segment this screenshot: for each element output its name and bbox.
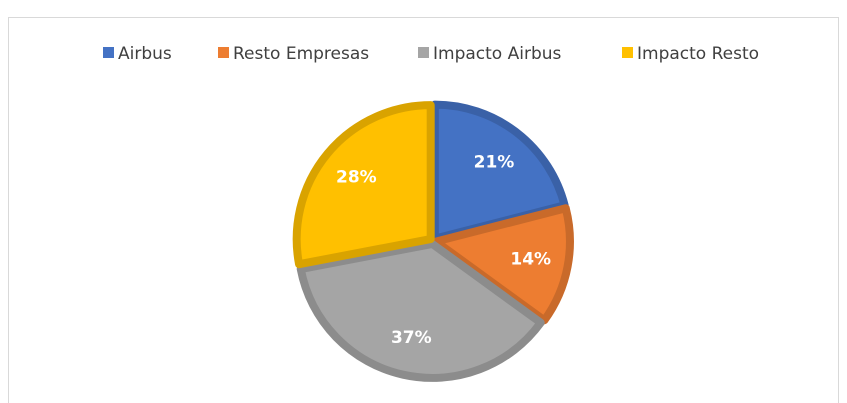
data-label: 14% — [510, 250, 551, 270]
pie-slice — [431, 204, 574, 325]
legend-label: Impacto Airbus — [433, 44, 562, 64]
data-label: 37% — [391, 328, 432, 348]
legend-label: Resto Empresas — [233, 44, 369, 64]
legend-swatch — [103, 47, 114, 58]
legend-label: Airbus — [118, 44, 172, 64]
legend-swatch — [218, 47, 229, 58]
legend-label: Impacto Resto — [637, 44, 759, 64]
data-label: 28% — [336, 168, 377, 188]
legend-swatch — [418, 47, 429, 58]
pie-slice — [296, 239, 545, 382]
pie-slice — [292, 101, 435, 269]
legend-swatch — [622, 47, 633, 58]
chart-frame — [8, 17, 839, 403]
data-label: 21% — [474, 152, 515, 172]
pie-slice — [430, 100, 569, 243]
